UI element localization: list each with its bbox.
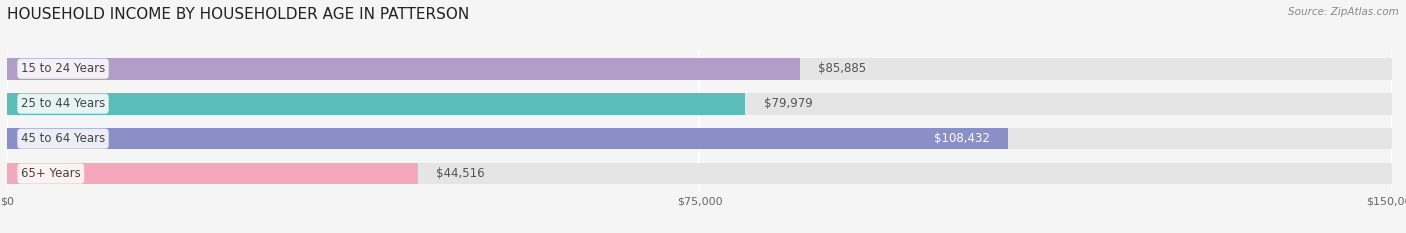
Text: 45 to 64 Years: 45 to 64 Years: [21, 132, 105, 145]
Bar: [7, 163, 1392, 185]
Text: 15 to 24 Years: 15 to 24 Years: [21, 62, 105, 75]
Bar: [7, 93, 745, 115]
Text: Source: ZipAtlas.com: Source: ZipAtlas.com: [1288, 7, 1399, 17]
Bar: [7, 163, 418, 185]
Text: HOUSEHOLD INCOME BY HOUSEHOLDER AGE IN PATTERSON: HOUSEHOLD INCOME BY HOUSEHOLDER AGE IN P…: [7, 7, 470, 22]
Bar: [7, 58, 800, 80]
Bar: [7, 128, 1008, 150]
Text: $44,516: $44,516: [436, 167, 485, 180]
Text: 65+ Years: 65+ Years: [21, 167, 80, 180]
Bar: [7, 128, 1392, 150]
Bar: [7, 58, 1392, 80]
Text: $108,432: $108,432: [934, 132, 990, 145]
Text: $79,979: $79,979: [763, 97, 813, 110]
Bar: [7, 93, 1392, 115]
Text: $85,885: $85,885: [818, 62, 866, 75]
Text: 25 to 44 Years: 25 to 44 Years: [21, 97, 105, 110]
